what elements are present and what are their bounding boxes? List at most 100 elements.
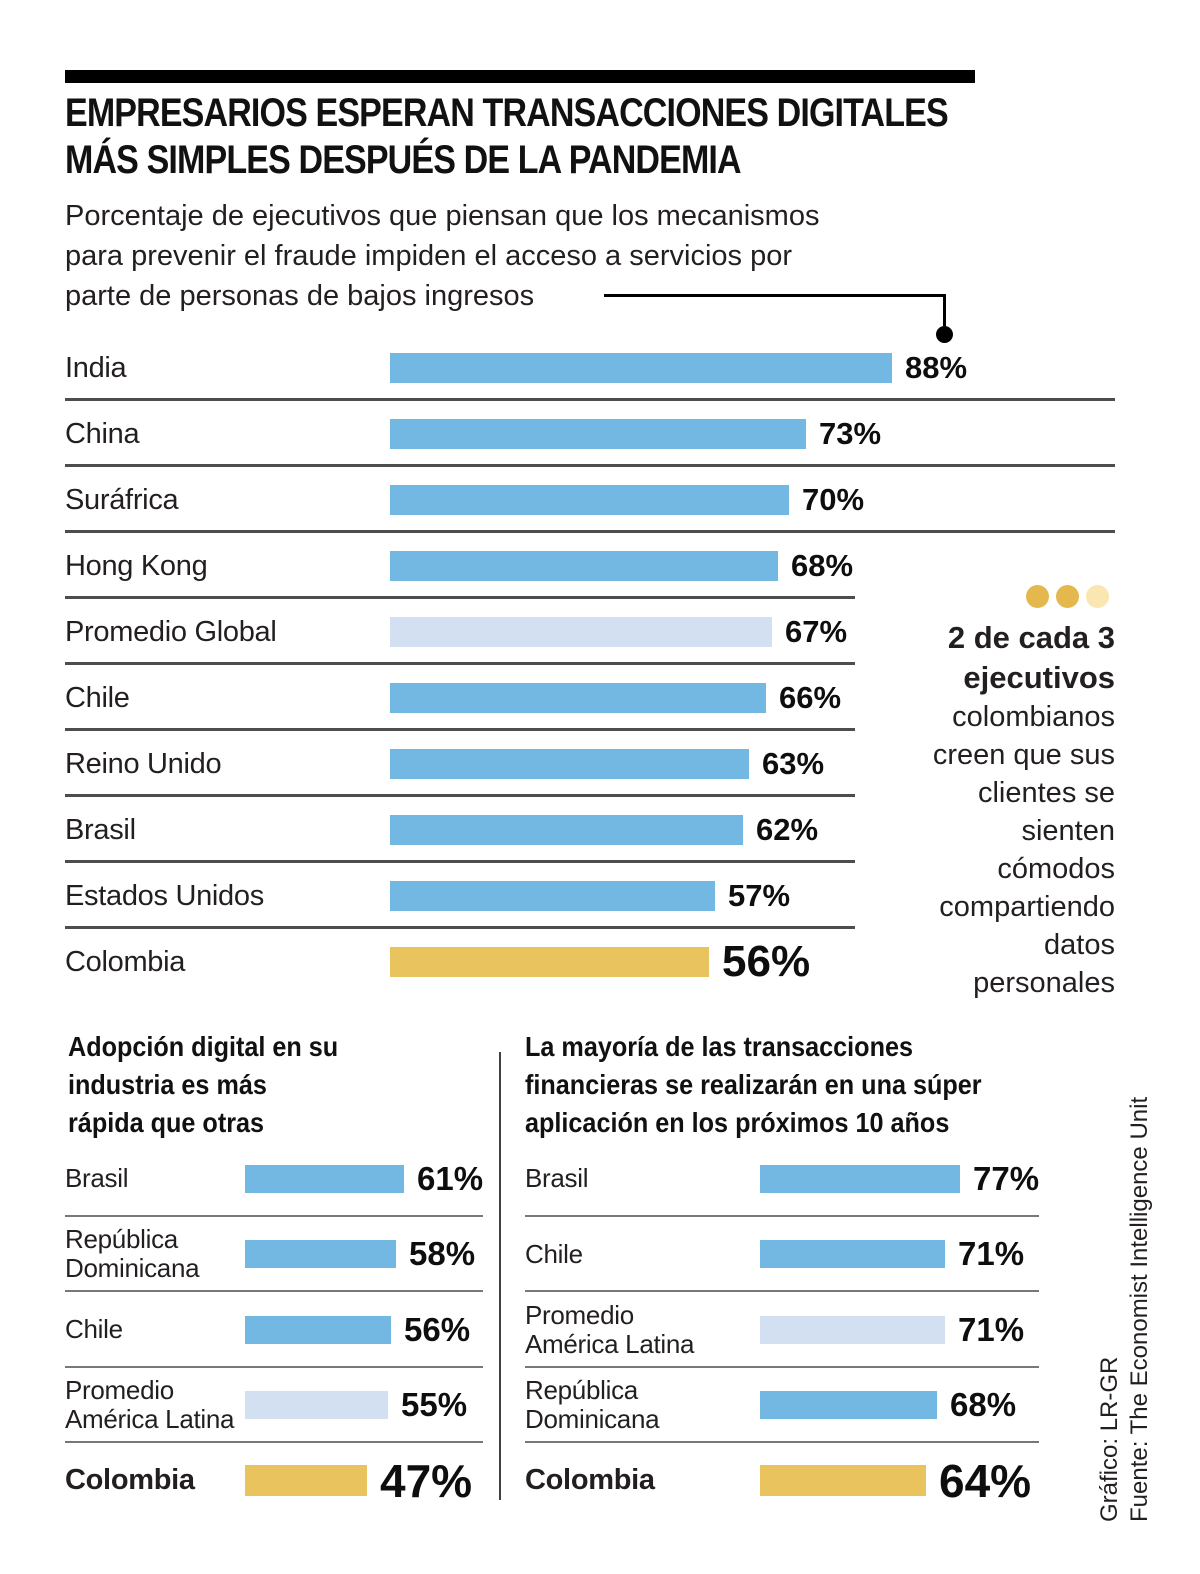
category-label: Brasil: [65, 1164, 245, 1193]
callout-connector-horizontal: [604, 294, 945, 297]
value-label: 77%: [973, 1159, 1040, 1197]
category-label: Brasil: [65, 814, 390, 847]
value-label: 63%: [762, 746, 825, 781]
page-title: EMPRESARIOS ESPERAN TRANSACCIONES DIGITA…: [65, 90, 1000, 184]
label-line: Reino Unido: [65, 747, 222, 780]
label-line: República: [525, 1375, 638, 1406]
value-label: 61%: [417, 1159, 484, 1197]
value-label: 66%: [779, 680, 842, 715]
bar: [245, 1240, 396, 1269]
chart-title-line: aplicación en los próximos 10 años: [525, 1107, 950, 1138]
value-label: 64%: [939, 1454, 1032, 1507]
category-label: Hong Kong: [65, 550, 390, 583]
value-label: 57%: [728, 878, 791, 913]
bar: [390, 617, 772, 647]
row-separator: [525, 1214, 1039, 1217]
label-line: Chile: [525, 1238, 583, 1269]
label-line: Dominicana: [525, 1404, 660, 1435]
chart-row: Colombia 56%: [65, 929, 1115, 995]
category-label: Promedio América Latina: [525, 1300, 760, 1359]
value-label: 62%: [756, 812, 819, 847]
bar: [390, 749, 749, 779]
chart-row: Chile 56%: [65, 1292, 488, 1368]
value-label: 68%: [950, 1386, 1017, 1424]
label-line: Promedio: [65, 1375, 174, 1406]
callout-dot: [936, 326, 953, 343]
row-separator: [525, 1441, 1039, 1443]
category-label: República Dominicana: [525, 1376, 760, 1434]
category-label: Brasil: [525, 1164, 760, 1193]
chart-row: Chile 71%: [525, 1217, 1060, 1292]
chart-row: Estados Unidos 57%: [65, 863, 1115, 929]
label-line: América Latina: [65, 1404, 235, 1435]
bar: [760, 1164, 960, 1193]
row-separator: [65, 1290, 483, 1292]
row-separator: [65, 728, 855, 731]
chart-row: Brasil 61%: [65, 1141, 488, 1217]
value-label: 71%: [958, 1310, 1025, 1348]
bar: [245, 1315, 391, 1344]
value-label: 56%: [404, 1310, 471, 1348]
row-separator: [525, 1290, 1039, 1292]
text-line: 2 de cada 3: [947, 620, 1115, 655]
bar: [390, 551, 778, 581]
bar: [245, 1465, 367, 1497]
row-separator: [65, 464, 1115, 467]
label-line: Chile: [65, 681, 130, 714]
chart-row: Hong Kong 68%: [65, 533, 1115, 599]
chart-row: Promedio Global 67%: [65, 599, 1115, 665]
bar: [760, 1465, 926, 1497]
aside-text: colombianos creen que sus clientes se sient…: [820, 698, 1115, 1002]
aside-callout: 2 de cada 3 ejecutivos colombianos creen q…: [820, 585, 1115, 1002]
label-line: Colombia: [65, 1464, 195, 1497]
category-label: Reino Unido: [65, 748, 390, 781]
chart-title-line: Adopción digital en su: [68, 1031, 339, 1062]
chart-title-line: industria es más: [68, 1069, 267, 1100]
data-source: Fuente: The Economist Intelligence Unit: [1126, 1096, 1153, 1522]
aside-bold-text: 2 de cada 3 ejecutivos: [820, 618, 1115, 698]
text-line: creen que sus: [932, 739, 1115, 771]
category-label: Chile: [65, 682, 390, 715]
chart-row: Suráfrica 70%: [65, 467, 1115, 533]
chart-row: Promedio América Latina 71%: [525, 1292, 1060, 1368]
row-separator: [65, 398, 1115, 401]
row-separator: [65, 794, 855, 797]
callout-connector-vertical: [943, 294, 946, 326]
category-label: Chile: [65, 1315, 245, 1344]
category-label: Colombia: [65, 1466, 245, 1495]
text-line: parte de personas de bajos ingresos: [65, 280, 535, 312]
category-label: Estados Unidos: [65, 880, 390, 913]
row-separator: [65, 860, 855, 863]
vertical-divider: [499, 1052, 501, 1500]
chart-row: Chile 66%: [65, 665, 1115, 731]
label-line: Colombia: [65, 945, 186, 978]
bar: [390, 947, 709, 977]
label-line: Brasil: [65, 813, 136, 846]
bar: [390, 353, 892, 383]
bar: [245, 1164, 404, 1193]
text-line: ejecutivos: [963, 660, 1115, 695]
bottom-left-chart-title: Adopción digital en su industria es más rá…: [68, 1028, 338, 1142]
gold-dot-icon: [1086, 585, 1109, 608]
text-line: EMPRESARIOS ESPERAN TRANSACCIONES DIGITA…: [65, 91, 949, 135]
category-label: Chile: [525, 1238, 760, 1269]
bar: [390, 419, 806, 449]
label-line: América Latina: [525, 1328, 695, 1359]
row-separator: [65, 926, 855, 929]
text-line: colombianos: [952, 701, 1115, 733]
chart-row: Promedio América Latina 55%: [65, 1368, 488, 1443]
category-label: Promedio Global: [65, 616, 390, 649]
value-label: 88%: [905, 350, 968, 385]
label-line: Colombia: [525, 1464, 655, 1497]
chart-row: República Dominicana 68%: [525, 1368, 1060, 1443]
value-label: 67%: [785, 614, 848, 649]
label-line: India: [65, 351, 127, 384]
label-line: Estados Unidos: [65, 879, 264, 912]
bar: [760, 1240, 945, 1269]
chart-row: República Dominicana 58%: [65, 1217, 488, 1292]
chart-row: Colombia 64%: [525, 1443, 1060, 1519]
text-line: Porcentaje de ejecutivos que piensan que…: [65, 200, 820, 232]
value-label: 55%: [401, 1386, 468, 1424]
bar: [390, 485, 789, 515]
chart-row: Brasil 77%: [525, 1141, 1060, 1217]
